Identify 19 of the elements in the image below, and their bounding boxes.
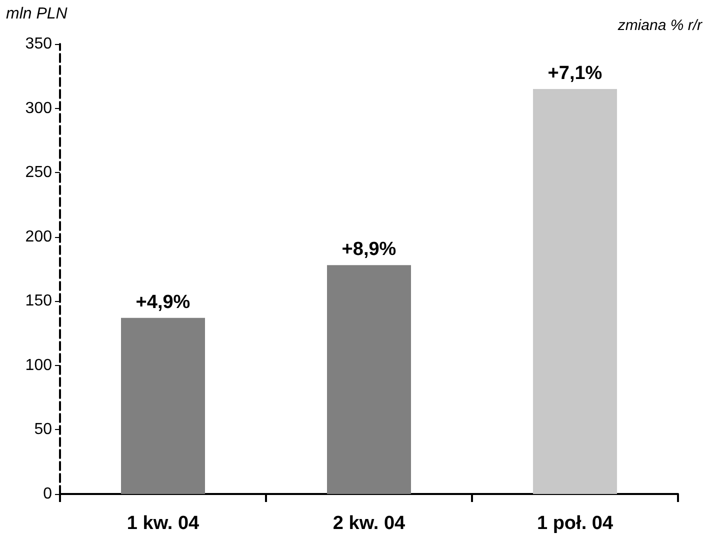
bar (533, 89, 617, 494)
y-tick-label: 250 (25, 164, 52, 182)
y-tick-label: 50 (34, 421, 52, 438)
y-tick-label: 0 (43, 486, 52, 502)
x-tick-label: 1 poł. 04 (536, 513, 614, 534)
bar (327, 265, 411, 494)
y-tick-label: 100 (25, 356, 52, 374)
y-tick-label: 300 (25, 100, 52, 117)
x-tick-label: 1 kw. 04 (126, 513, 200, 534)
annotation: +8,9% (342, 239, 396, 260)
y-tick-label: 350 (25, 36, 52, 52)
y-tick-label: 150 (25, 292, 52, 310)
y-tick-label: 200 (25, 228, 52, 246)
bar (121, 318, 205, 494)
annotation: +7,1% (548, 63, 602, 84)
annotation: +4,9% (136, 292, 190, 313)
text: zmiana % r/r (616, 17, 704, 34)
y-axis-title: mln PLN (6, 6, 68, 22)
x-tick-label: 2 kw. 04 (332, 513, 406, 534)
